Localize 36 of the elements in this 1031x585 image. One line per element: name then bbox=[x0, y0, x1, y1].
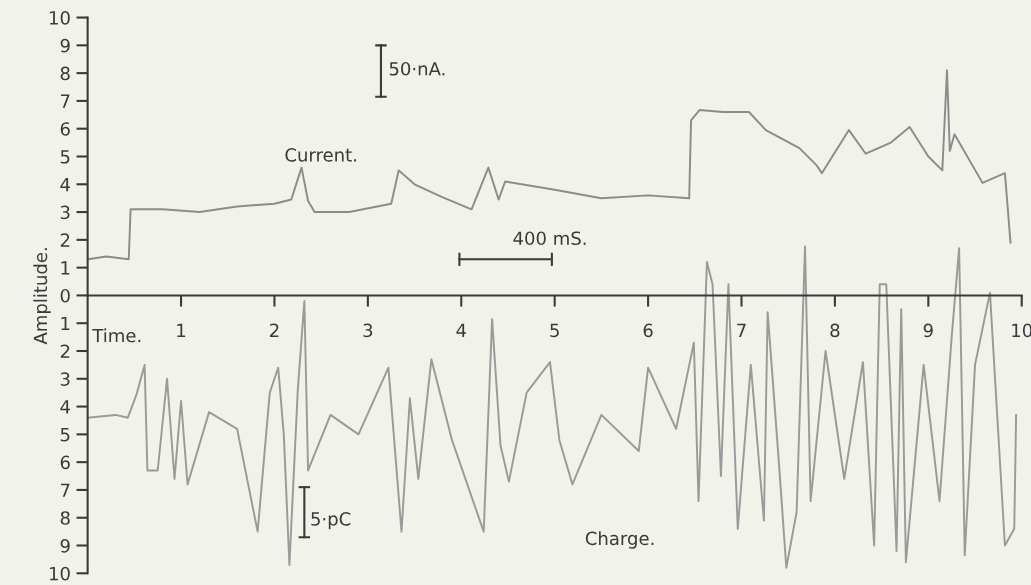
y-tick-label: 9 bbox=[60, 538, 70, 553]
x-tick-label: 9 bbox=[923, 323, 933, 338]
annotation: Time. bbox=[92, 328, 141, 343]
y-axis-title: Amplitude. bbox=[33, 248, 51, 345]
x-tick-label: 8 bbox=[830, 323, 840, 338]
y-tick-label: 0 bbox=[60, 288, 70, 303]
x-tick-label: 3 bbox=[363, 323, 373, 338]
y-tick-label: 4 bbox=[60, 400, 70, 414]
annotation: Current. bbox=[285, 148, 356, 162]
y-tick-label: 8 bbox=[60, 66, 70, 81]
x-tick-label: 6 bbox=[643, 323, 653, 338]
y-tick-label: 5 bbox=[60, 150, 70, 164]
x-tick-label: 4 bbox=[456, 323, 466, 337]
y-tick-label: 5 bbox=[60, 428, 70, 442]
x-tick-label: 7 bbox=[737, 323, 746, 337]
y-tick-label: 2 bbox=[60, 233, 70, 247]
y-tick-label: 8 bbox=[60, 511, 70, 525]
y-tick-label: 3 bbox=[60, 205, 70, 220]
y-tick-label: 4 bbox=[60, 177, 70, 192]
y-tick-label: 10 bbox=[49, 566, 70, 581]
annotation: 50·nA. bbox=[389, 61, 445, 76]
y-tick-label: 2 bbox=[60, 344, 70, 358]
annotation: Charge. bbox=[585, 531, 654, 549]
y-tick-label: 6 bbox=[60, 122, 70, 136]
y-tick-label: 7 bbox=[60, 483, 70, 497]
x-tick-label: 5 bbox=[550, 323, 559, 338]
y-tick-label: 10 bbox=[49, 11, 70, 25]
annotation: 5·pC bbox=[311, 512, 351, 530]
y-tick-label: 6 bbox=[60, 455, 70, 470]
y-tick-label: 3 bbox=[60, 372, 70, 386]
x-tick-label: 2 bbox=[270, 323, 279, 337]
y-tick-label: 7 bbox=[60, 94, 70, 108]
annotation: 400 mS. bbox=[513, 231, 586, 246]
y-tick-label: 1 bbox=[61, 261, 70, 275]
y-tick-label: 9 bbox=[60, 38, 70, 53]
x-tick-label: 1 bbox=[177, 323, 186, 337]
